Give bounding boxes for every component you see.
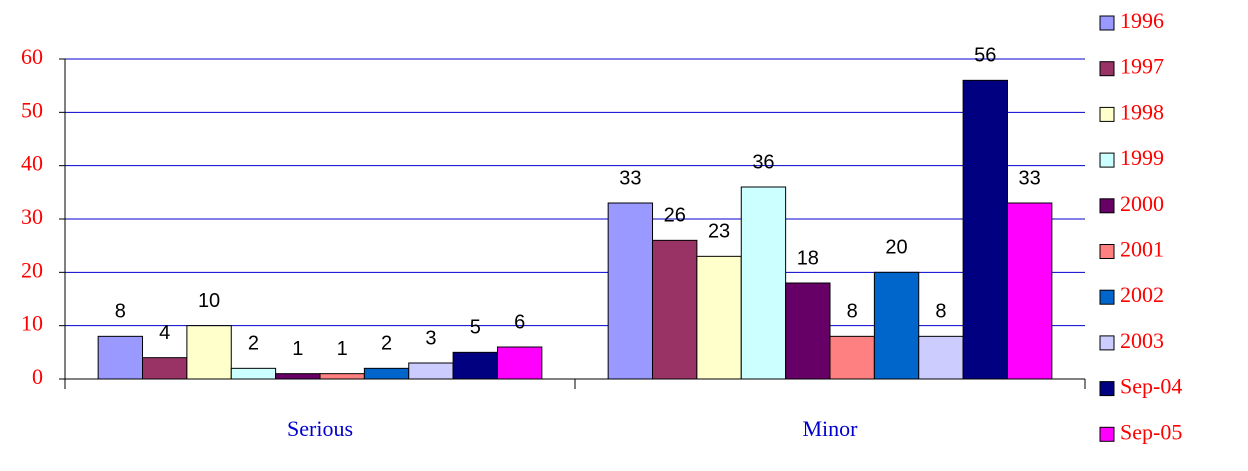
bar: [275, 373, 321, 380]
bar: [962, 79, 1008, 380]
legend-swatch: [1099, 152, 1115, 168]
data-label: 56: [974, 45, 996, 67]
data-label: 18: [797, 247, 819, 269]
data-label: 20: [885, 237, 907, 259]
y-tick-label: 50: [21, 97, 43, 122]
y-tick-label: 30: [21, 204, 43, 229]
bar: [452, 351, 498, 380]
y-tick-label: 60: [21, 44, 43, 69]
bar: [97, 335, 144, 380]
legend-label: 1998: [1120, 99, 1164, 124]
bar: [142, 357, 188, 380]
x-tick-label: Serious: [287, 416, 353, 441]
bar: [496, 346, 543, 380]
data-label: 6: [514, 311, 525, 333]
legend-label: 2000: [1120, 191, 1164, 216]
bar: [696, 255, 742, 380]
legend-swatch: [1099, 335, 1115, 351]
data-label: 10: [198, 290, 220, 312]
legend-swatch: [1099, 289, 1115, 305]
bar: [607, 202, 654, 380]
data-label: 33: [1019, 167, 1041, 189]
bar: [740, 186, 787, 380]
legend-label: 2002: [1120, 282, 1164, 307]
legend-label: Sep-05: [1120, 419, 1182, 444]
legend-swatch: [1099, 61, 1115, 77]
bar: [1006, 202, 1053, 380]
legend-label: 1999: [1120, 145, 1164, 170]
x-tick-label: Minor: [803, 416, 859, 441]
data-label: 2: [381, 333, 392, 355]
data-label: 36: [752, 151, 774, 173]
legend-swatch: [1099, 198, 1115, 214]
bar: [829, 335, 875, 380]
legend-label: Sep-04: [1120, 374, 1182, 399]
data-label: 1: [292, 338, 303, 360]
bar: [918, 335, 964, 380]
data-label: 1: [337, 338, 348, 360]
bar: [363, 367, 410, 380]
legend-swatch: [1099, 15, 1115, 31]
y-tick-label: 20: [21, 257, 43, 282]
legend-label: 1997: [1120, 54, 1164, 79]
data-label: 33: [619, 167, 641, 189]
y-tick-label: 0: [32, 364, 43, 389]
legend-swatch: [1099, 106, 1115, 122]
y-tick-label: 40: [21, 151, 43, 176]
bar: [186, 325, 232, 380]
data-label: 26: [664, 205, 686, 227]
legend-swatch: [1099, 381, 1115, 397]
data-label: 8: [935, 301, 946, 323]
data-label: 5: [470, 317, 481, 339]
legend-label: 1996: [1120, 8, 1164, 33]
bar: [319, 373, 365, 380]
y-tick-label: 10: [21, 311, 43, 336]
bar: [873, 271, 920, 380]
legend-swatch: [1099, 244, 1115, 259]
legend-swatch: [1099, 426, 1115, 442]
bar: [230, 367, 277, 380]
data-label: 2: [248, 333, 259, 355]
data-label: 3: [425, 327, 436, 349]
legend-label: 2001: [1120, 237, 1164, 262]
legend-label: 2003: [1120, 328, 1164, 353]
data-label: 8: [115, 301, 126, 323]
bar: [408, 362, 454, 380]
bar: [652, 239, 698, 380]
data-label: 23: [708, 221, 730, 243]
data-label: 8: [847, 301, 858, 323]
data-label: 4: [159, 322, 170, 344]
bar: [785, 282, 831, 380]
